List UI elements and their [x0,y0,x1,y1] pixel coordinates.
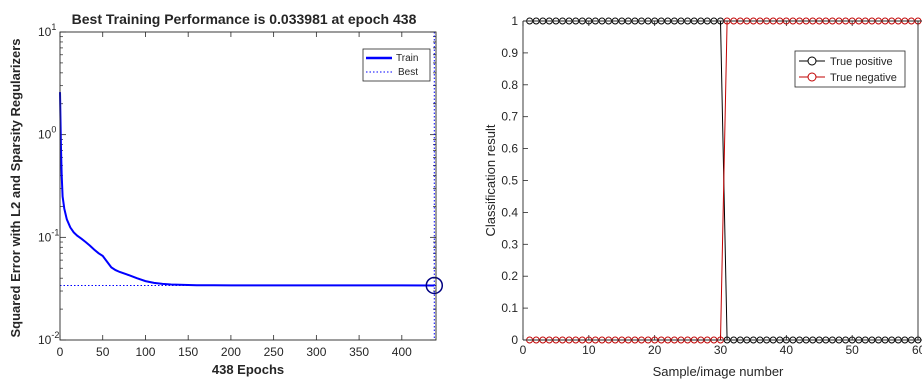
x-tick-label: 200 [221,345,241,359]
x-tick-label: 350 [349,345,369,359]
x-tick-label: 100 [135,345,155,359]
legend-true-negative-label: True negative [830,72,897,84]
chart-title: Best Training Performance is 0.033981 at… [72,11,417,27]
x-axis-label: Sample/image number [653,364,784,379]
legend-true-negative-swatch-marker [807,72,817,82]
y-tick-label: 101 [38,22,56,39]
y-tick-label: 10-2 [38,330,59,347]
y-tick-label: 0.6 [501,142,518,156]
x-tick-label: 50 [96,345,110,359]
x-tick-label: 60 [912,343,922,357]
legend-true-positive-label: True positive [830,56,893,68]
x-tick-label: 0 [520,343,527,357]
y-tick-label: 0.1 [501,301,518,315]
y-tick-label: 0.5 [501,174,518,188]
y-tick-label: 0.8 [501,78,518,92]
y-tick-label: 0.3 [501,237,518,251]
legend-train-label: Train [396,53,418,64]
train-line [59,92,435,287]
y-tick-label: 0 [511,333,518,347]
x-tick-label: 50 [845,343,859,357]
y-tick-label: 0.4 [501,205,518,219]
y-tick-label: 0.7 [501,110,518,124]
legend: Train Best [362,48,431,82]
y-tick-label: 0.9 [501,46,518,60]
legend-box [362,48,431,82]
plot-area [60,32,436,340]
x-tick-label: 0 [57,345,64,359]
training-performance-chart: 0 50 100 150 200 250 300 350 400 10-2 10-1 100 101 Be… [8,11,444,377]
x-tick-label: 150 [178,345,198,359]
y-tick-label: 100 [38,125,56,142]
x-tick-label: 30 [714,343,728,357]
x-tick-label: 300 [306,345,326,359]
legend-best-label: Best [398,67,418,78]
legend-true-positive-swatch-marker [807,56,817,66]
x-tick-label: 20 [648,343,662,357]
y-axis-label: Classification result [483,124,498,236]
best-marker [425,276,444,295]
axes-box [59,31,437,341]
legend: True positive True negative [794,50,906,88]
x-tick-label: 10 [582,343,596,357]
x-tick-label: 40 [780,343,794,357]
x-axis-label: 438 Epochs [212,362,284,377]
x-tick-label: 400 [392,345,412,359]
y-tick-label: 10-1 [38,227,59,244]
y-tick-label: 0.2 [501,269,518,283]
y-tick-label: 1 [511,14,518,28]
y-axis-label: Squared Error with L2 and Sparsity Regul… [8,38,23,337]
x-tick-label: 250 [264,345,284,359]
classification-result-chart: 00.10.20.30.40.50.60.70.80.910 10 20 30 40 50… [483,14,922,379]
